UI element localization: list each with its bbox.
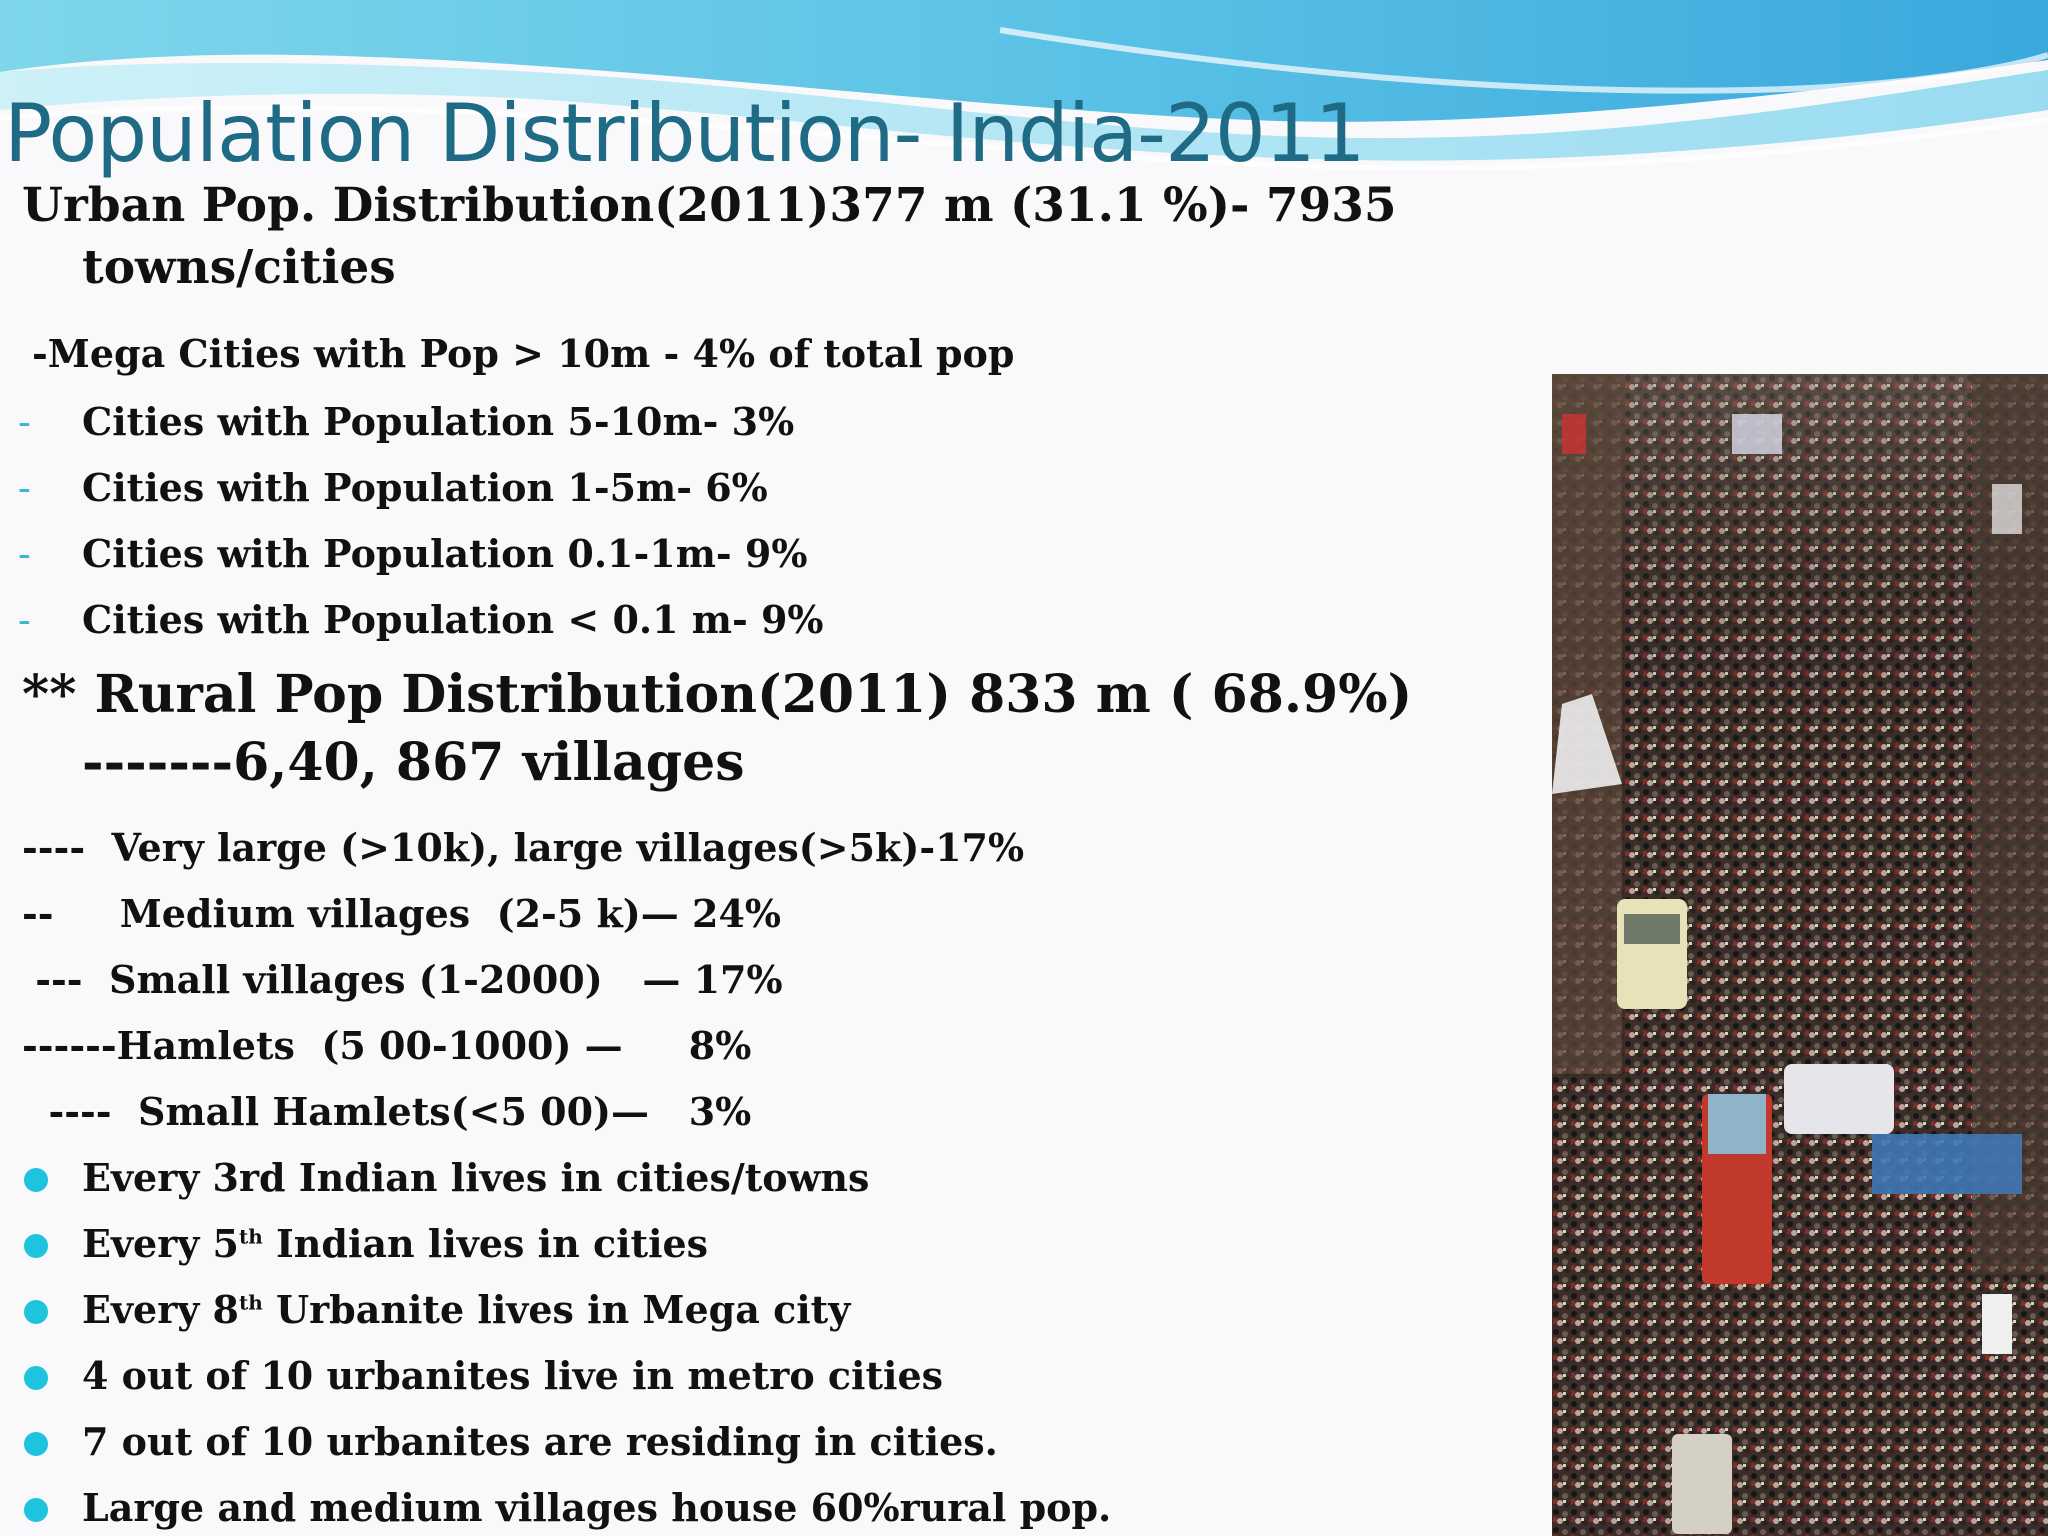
fact-text: Urbanite lives in Mega city <box>262 1287 851 1332</box>
urban-item-text: Cities with Population < 0.1 m- 9% <box>82 597 824 642</box>
urban-item: - Cities with Population < 0.1 m- 9% <box>0 594 824 646</box>
bullet-dot-icon <box>0 1162 82 1202</box>
urban-heading-line1: Urban Pop. Distribution(2011)377 m (31.1… <box>22 178 1397 233</box>
rural-item: --- Small villages (1-2000) — 17% <box>22 957 783 1002</box>
dash-marker: - <box>18 466 31 510</box>
fact-text: Large and medium villages house 60%rural… <box>82 1485 1112 1530</box>
fact-text: Every 3rd Indian lives in cities/towns <box>82 1155 870 1200</box>
fact-text: Indian lives in cities <box>262 1221 709 1266</box>
fact-text: 7 out of 10 urbanites are residing in ci… <box>82 1419 998 1464</box>
urban-item: - Cities with Population 5-10m- 3% <box>0 396 794 448</box>
dash-marker: - <box>18 400 31 444</box>
bullet-dot-icon <box>0 1492 82 1532</box>
dash-marker: - <box>18 532 31 576</box>
rural-heading-line1: ** Rural Pop Distribution(2011) 833 m ( … <box>22 664 1413 725</box>
fact-bullet: 4 out of 10 urbanites live in metro citi… <box>0 1350 943 1402</box>
rural-item: ---- Small Hamlets(<5 00)— 3% <box>22 1089 752 1134</box>
rural-item: -- Medium villages (2-5 k)— 24% <box>22 891 781 936</box>
ordinal-suffix: th <box>239 1224 263 1249</box>
urban-item: - Cities with Population 1-5m- 6% <box>0 462 768 514</box>
ordinal-suffix: th <box>239 1290 263 1315</box>
rural-item: ------Hamlets (5 00-1000) — 8% <box>22 1023 752 1068</box>
fact-bullet: Every 5th Indian lives in cities <box>0 1218 708 1270</box>
bullet-dot-icon <box>0 1228 82 1268</box>
fact-bullet: 7 out of 10 urbanites are residing in ci… <box>0 1416 998 1468</box>
bullet-dot-icon <box>0 1360 82 1400</box>
header-wave-decoration <box>0 0 2048 171</box>
mega-cities-line: -Mega Cities with Pop > 10m - 4% of tota… <box>32 331 1015 376</box>
urban-heading-line2: towns/cities <box>82 240 396 295</box>
fact-bullet: Every 8th Urbanite lives in Mega city <box>0 1284 850 1336</box>
fact-bullet: Every 3rd Indian lives in cities/towns <box>0 1152 869 1204</box>
rural-item: ---- Very large (>10k), large villages(>… <box>22 825 1025 870</box>
fact-text: Every 8 <box>82 1287 239 1332</box>
fact-bullet: Large and medium villages house 60%rural… <box>0 1482 1111 1534</box>
rural-heading-line2: -------6,40, 867 villages <box>82 732 745 793</box>
bullet-dot-icon <box>0 1294 82 1334</box>
fact-text: Every 5 <box>82 1221 239 1266</box>
bullet-dot-icon <box>0 1426 82 1466</box>
dash-marker: - <box>18 598 31 642</box>
urban-item-text: Cities with Population 1-5m- 6% <box>82 465 768 510</box>
urban-item-text: Cities with Population 5-10m- 3% <box>82 399 795 444</box>
urban-item-text: Cities with Population 0.1-1m- 9% <box>82 531 808 576</box>
fact-text: 4 out of 10 urbanites live in metro citi… <box>82 1353 944 1398</box>
urban-item: - Cities with Population 0.1-1m- 9% <box>0 528 807 580</box>
crowded-street-photo <box>1552 374 2048 1536</box>
slide-title: Population Distribution- India-2011 <box>4 87 1366 180</box>
